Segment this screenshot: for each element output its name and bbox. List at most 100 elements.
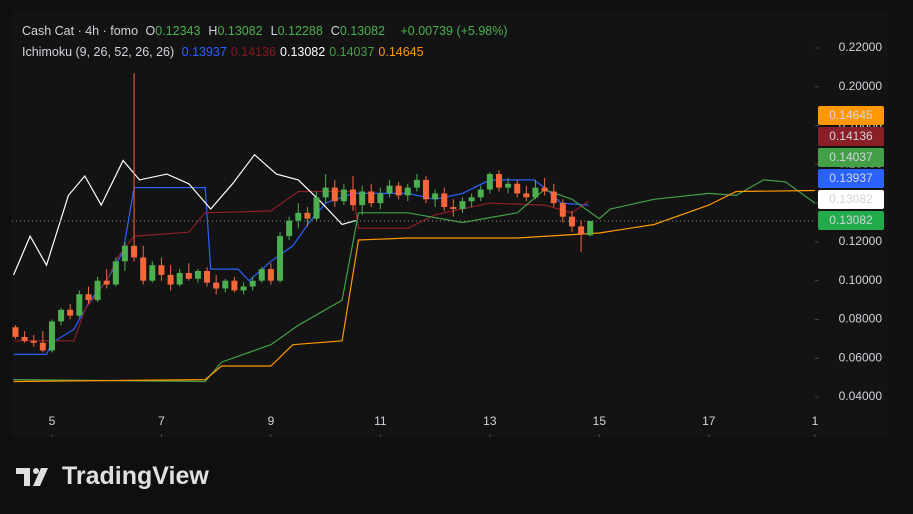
header-line: Cash Cat · 4h · fomo O0.12343 H0.13082 L0.… <box>22 24 512 38</box>
candle-body <box>112 261 119 285</box>
candle-body <box>496 174 503 188</box>
candle-body <box>167 274 174 285</box>
candle-body <box>231 280 238 291</box>
candle-body <box>550 191 557 204</box>
ohlc-key: O <box>145 24 156 38</box>
chart: 0.04000 0.06000 0.08000 0.10000 0.12000 0.140… <box>12 40 884 437</box>
indicator-value: 0.14645 <box>378 45 424 59</box>
ohlc-value: 0.13082 <box>339 24 385 38</box>
candle-body <box>21 336 28 341</box>
x-tick-label: 11 <box>374 414 387 428</box>
candle-body <box>368 191 375 204</box>
price-label: 0.13937 <box>829 171 873 185</box>
candle-body <box>85 294 92 301</box>
x-tick-label: 9 <box>268 414 275 428</box>
candle-body <box>404 187 411 196</box>
indicator-line <box>13 189 816 383</box>
indicator-values: 0.13937 0.14136 0.13082 0.14037 0.14645 <box>182 45 428 59</box>
candle-body <box>121 245 128 262</box>
x-tick-label: 1 <box>812 414 819 428</box>
change: +0.00739 (+5.98%) <box>400 24 508 38</box>
candle-body <box>30 340 37 343</box>
candle-body <box>176 272 183 285</box>
y-tick-label: 0.12000 <box>839 234 883 248</box>
price-label: 0.13082 <box>829 213 873 227</box>
ohlc-key: H <box>208 24 218 38</box>
candle-body <box>158 265 165 275</box>
candle-body <box>277 236 284 281</box>
indicator-line <box>13 153 356 276</box>
candle-body <box>422 179 429 200</box>
x-tick-label: 17 <box>702 414 716 428</box>
ohlc-value: 0.13082 <box>217 24 263 38</box>
brand-name: TradingView <box>62 462 209 490</box>
candle-body <box>359 191 366 206</box>
candle-body <box>313 197 320 219</box>
symbol: Cash Cat · 4h · fomo <box>22 24 139 38</box>
candle-body <box>76 294 83 316</box>
y-tick-label: 0.10000 <box>839 273 883 287</box>
candle-body <box>58 309 65 322</box>
indicator-line <box>13 190 589 342</box>
candle-body <box>340 189 347 202</box>
x-tick-label: 15 <box>593 414 607 428</box>
candle-body <box>432 193 439 200</box>
candle-body <box>67 309 74 316</box>
price-label-box <box>818 148 884 167</box>
brand[interactable]: TradingView <box>14 462 209 491</box>
price-label-box <box>818 169 884 188</box>
indicator-name: Ichimoku (9, 26, 52, 26, 26) <box>22 45 175 59</box>
price-label: 0.13082 <box>829 192 873 206</box>
candle-body <box>222 280 229 289</box>
ohlc-key: C <box>330 24 340 38</box>
candle-body <box>185 272 192 279</box>
price-label-box <box>818 106 884 125</box>
candle-body <box>350 189 357 206</box>
price-label-box <box>818 211 884 230</box>
y-tick-label: 0.22000 <box>839 40 883 54</box>
candle-body <box>286 220 293 237</box>
y-tick-label: 0.04000 <box>839 389 883 403</box>
candle-body <box>331 187 338 202</box>
candle-body <box>304 212 311 219</box>
indicator-line: Ichimoku (9, 26, 52, 26, 26) 0.13937 0.14… <box>22 45 432 59</box>
candle-body <box>249 280 256 287</box>
candle-body <box>213 282 220 289</box>
brand-logo <box>16 467 48 486</box>
indicator-line <box>13 179 816 383</box>
price-label: 0.14037 <box>829 150 873 164</box>
candle-body <box>39 342 46 351</box>
ohlc-item: L0.12288 <box>271 24 327 38</box>
candle-body <box>514 183 521 194</box>
candle-body <box>505 183 512 188</box>
candle-body <box>140 257 147 281</box>
ohlc-item: O0.12343 <box>146 24 205 38</box>
candle-body <box>322 187 329 198</box>
candle-body <box>131 245 138 258</box>
candle-body <box>450 207 457 209</box>
candle-body <box>94 280 101 301</box>
indicator-value: 0.13082 <box>280 45 326 59</box>
candle-body <box>477 189 484 198</box>
candle-body <box>386 185 393 194</box>
y-tick-label: 0.06000 <box>839 350 883 364</box>
y-tick-label: 0.20000 <box>839 79 883 93</box>
ohlc-value: 0.12288 <box>277 24 323 38</box>
candle-body <box>48 321 55 351</box>
candle-body <box>258 269 265 281</box>
ohlc-key: L <box>270 24 278 38</box>
x-tick-label: 5 <box>49 414 56 428</box>
candle-body <box>149 265 156 281</box>
x-tick-label: 13 <box>483 414 497 428</box>
y-tick-label: 0.08000 <box>839 312 883 326</box>
candle-body <box>103 280 110 285</box>
ohlc-item: C0.13082 <box>331 24 389 38</box>
candle-body <box>541 187 548 192</box>
candle-body <box>441 193 448 208</box>
candle-body <box>395 185 402 196</box>
price-label-box <box>818 127 884 146</box>
candle-body <box>468 197 475 202</box>
candle-body <box>587 220 594 236</box>
candle-body <box>204 271 211 283</box>
